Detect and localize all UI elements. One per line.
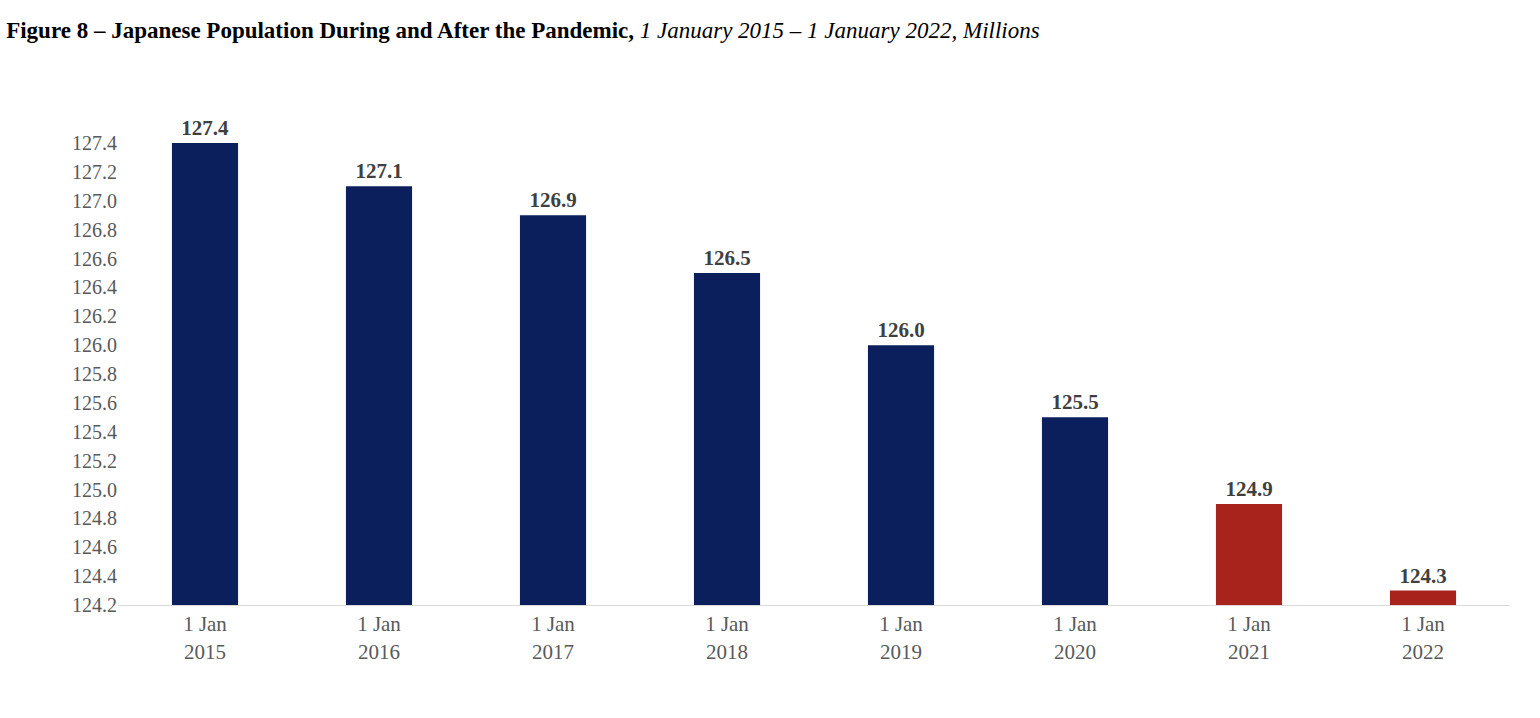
svg-text:126.8: 126.8 bbox=[72, 219, 117, 241]
svg-text:127.2: 127.2 bbox=[72, 161, 117, 183]
svg-text:1 Jan2021: 1 Jan2021 bbox=[1227, 612, 1271, 663]
svg-text:126.2: 126.2 bbox=[72, 305, 117, 327]
svg-text:127.1: 127.1 bbox=[355, 159, 402, 183]
svg-text:126.5: 126.5 bbox=[703, 246, 750, 270]
svg-text:126.6: 126.6 bbox=[72, 248, 117, 270]
svg-text:126.0: 126.0 bbox=[877, 318, 924, 342]
svg-text:127.4: 127.4 bbox=[181, 116, 229, 140]
svg-text:1 Jan2019: 1 Jan2019 bbox=[879, 612, 923, 663]
svg-text:125.6: 125.6 bbox=[72, 392, 117, 414]
svg-text:1 Jan2018: 1 Jan2018 bbox=[705, 612, 749, 663]
svg-text:127.0: 127.0 bbox=[72, 190, 117, 212]
svg-text:1 Jan2020: 1 Jan2020 bbox=[1053, 612, 1097, 663]
svg-text:1 Jan2022: 1 Jan2022 bbox=[1401, 612, 1445, 663]
svg-text:1 Jan2016: 1 Jan2016 bbox=[357, 612, 401, 663]
svg-text:Figure 8 – Japanese Population: Figure 8 – Japanese Population During an… bbox=[6, 18, 1040, 43]
svg-text:124.3: 124.3 bbox=[1399, 564, 1446, 588]
svg-text:126.4: 126.4 bbox=[72, 276, 117, 298]
svg-text:125.0: 125.0 bbox=[72, 479, 117, 501]
svg-text:126.0: 126.0 bbox=[72, 334, 117, 356]
svg-text:124.4: 124.4 bbox=[72, 565, 117, 587]
svg-text:1 Jan2015: 1 Jan2015 bbox=[183, 612, 227, 663]
svg-text:1 Jan2017: 1 Jan2017 bbox=[531, 612, 575, 663]
svg-text:125.4: 125.4 bbox=[72, 421, 117, 443]
svg-text:126.9: 126.9 bbox=[529, 188, 576, 212]
svg-text:124.6: 124.6 bbox=[72, 536, 117, 558]
svg-text:124.2: 124.2 bbox=[72, 594, 117, 616]
svg-text:125.2: 125.2 bbox=[72, 450, 117, 472]
svg-text:125.8: 125.8 bbox=[72, 363, 117, 385]
svg-text:124.9: 124.9 bbox=[1225, 477, 1272, 501]
svg-text:124.8: 124.8 bbox=[72, 507, 117, 529]
svg-text:125.5: 125.5 bbox=[1051, 390, 1098, 414]
svg-text:127.4: 127.4 bbox=[72, 132, 117, 154]
